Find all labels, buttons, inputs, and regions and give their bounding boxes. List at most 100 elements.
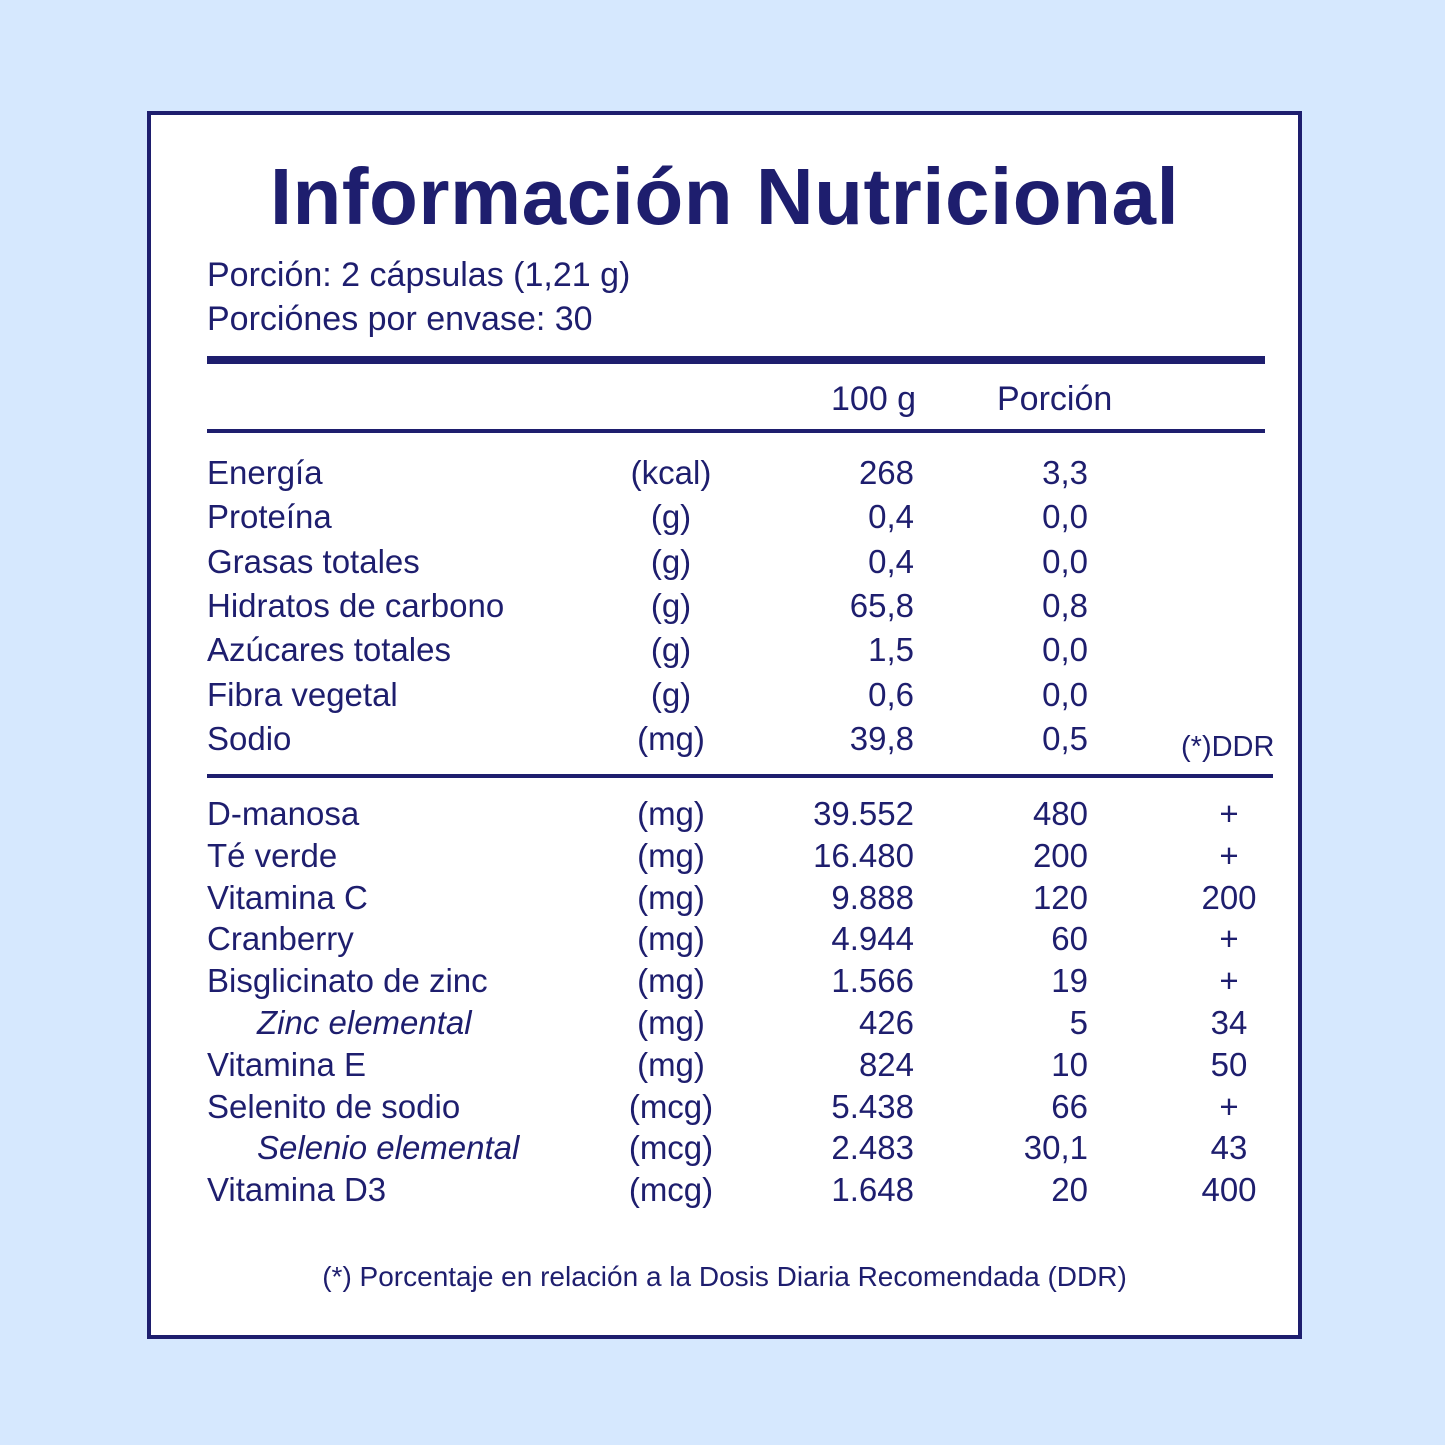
table-row: Vitamina E (mg) 824 10 50 — [151, 1046, 1298, 1090]
servings-per-container: Porciónes por envase: 30 — [207, 302, 593, 336]
ddr-cell: + — [1169, 837, 1289, 875]
per-portion-cell: 480 — [1033, 795, 1088, 833]
table-row: Selenio elemental (mcg) 2.483 30,1 43 — [151, 1129, 1298, 1173]
unit-cell: (mg) — [561, 795, 781, 833]
per-100g-cell: 0,4 — [868, 543, 914, 581]
ddr-cell: + — [1169, 962, 1289, 1000]
per-100g-cell: 0,4 — [868, 498, 914, 536]
per-100g-cell: 39.552 — [813, 795, 914, 833]
per-100g-cell: 0,6 — [868, 676, 914, 714]
per-portion-cell: 60 — [1051, 920, 1088, 958]
table-row: Vitamina D3 (mcg) 1.648 20 400 — [151, 1171, 1298, 1215]
unit-cell: (g) — [561, 676, 781, 714]
per-100g-cell: 16.480 — [813, 837, 914, 875]
table-row: Sodio (mg) 39,8 0,5 — [151, 720, 1298, 764]
table-row: Zinc elemental (mg) 426 5 34 — [151, 1004, 1298, 1048]
nutrient-name: Grasas totales — [207, 543, 420, 581]
per-portion-cell: 0,0 — [1042, 676, 1088, 714]
unit-cell: (g) — [561, 498, 781, 536]
unit-cell: (g) — [561, 543, 781, 581]
per-100g-cell: 39,8 — [850, 720, 914, 758]
ddr-cell: 400 — [1169, 1171, 1289, 1209]
per-100g-cell: 426 — [859, 1004, 914, 1042]
per-100g-cell: 824 — [859, 1046, 914, 1084]
table-row: Fibra vegetal (g) 0,6 0,0 — [151, 676, 1298, 720]
nutrient-name: Sodio — [207, 720, 291, 758]
ddr-cell: + — [1169, 795, 1289, 833]
per-portion-cell: 10 — [1051, 1046, 1088, 1084]
header-divider — [207, 429, 1265, 433]
per-portion-cell: 200 — [1033, 837, 1088, 875]
unit-cell: (mg) — [561, 837, 781, 875]
per-portion-cell: 66 — [1051, 1088, 1088, 1126]
table-row: Bisglicinato de zinc (mg) 1.566 19 + — [151, 962, 1298, 1006]
per-100g-cell: 9.888 — [831, 879, 914, 917]
per-portion-cell: 0,0 — [1042, 631, 1088, 669]
unit-cell: (mg) — [561, 720, 781, 758]
ddr-cell: + — [1169, 920, 1289, 958]
unit-cell: (kcal) — [561, 454, 781, 492]
header-per-portion: Porción — [997, 380, 1112, 419]
section-divider — [207, 774, 1273, 778]
serving-size: Porción: 2 cápsulas (1,21 g) — [207, 258, 630, 292]
nutrient-name: Zinc elemental — [257, 1004, 472, 1042]
nutrient-name: Fibra vegetal — [207, 676, 398, 714]
per-portion-cell: 0,8 — [1042, 587, 1088, 625]
nutrient-name: Té verde — [207, 837, 337, 875]
table-row: Hidratos de carbono (g) 65,8 0,8 — [151, 587, 1298, 631]
per-portion-cell: 3,3 — [1042, 454, 1088, 492]
per-100g-cell: 2.483 — [831, 1129, 914, 1167]
table-row: Vitamina C (mg) 9.888 120 200 — [151, 879, 1298, 923]
table-row: D-manosa (mg) 39.552 480 + — [151, 795, 1298, 839]
nutrient-name: Proteína — [207, 498, 332, 536]
nutrition-label: Información Nutricional Porción: 2 cápsu… — [147, 111, 1302, 1339]
per-100g-cell: 1.566 — [831, 962, 914, 1000]
unit-cell: (g) — [561, 631, 781, 669]
per-100g-cell: 1.648 — [831, 1171, 914, 1209]
nutrient-name: Hidratos de carbono — [207, 587, 504, 625]
table-row: Té verde (mg) 16.480 200 + — [151, 837, 1298, 881]
nutrient-name: Vitamina E — [207, 1046, 366, 1084]
per-portion-cell: 20 — [1051, 1171, 1088, 1209]
unit-cell: (mg) — [561, 1004, 781, 1042]
unit-cell: (mg) — [561, 879, 781, 917]
unit-cell: (mcg) — [561, 1129, 781, 1167]
per-portion-cell: 19 — [1051, 962, 1088, 1000]
per-100g-cell: 5.438 — [831, 1088, 914, 1126]
table-row: Energía (kcal) 268 3,3 — [151, 454, 1298, 498]
nutrient-name: Selenio elemental — [257, 1129, 519, 1167]
ddr-cell: 34 — [1169, 1004, 1289, 1042]
nutrient-name: Cranberry — [207, 920, 354, 958]
table-row: Grasas totales (g) 0,4 0,0 — [151, 543, 1298, 587]
unit-cell: (mcg) — [561, 1088, 781, 1126]
nutrient-name: Vitamina D3 — [207, 1171, 386, 1209]
ddr-cell: 50 — [1169, 1046, 1289, 1084]
table-row: Selenito de sodio (mcg) 5.438 66 + — [151, 1088, 1298, 1132]
per-portion-cell: 5 — [1070, 1004, 1088, 1042]
per-portion-cell: 0,0 — [1042, 498, 1088, 536]
thick-divider — [207, 356, 1265, 364]
per-portion-cell: 30,1 — [1024, 1129, 1088, 1167]
unit-cell: (mg) — [561, 1046, 781, 1084]
ddr-cell: 43 — [1169, 1129, 1289, 1167]
table-row: Proteína (g) 0,4 0,0 — [151, 498, 1298, 542]
ddr-cell: + — [1169, 1088, 1289, 1126]
header-per-100g: 100 g — [831, 380, 916, 419]
header-ddr: (*)DDR — [1181, 731, 1274, 764]
unit-cell: (g) — [561, 587, 781, 625]
unit-cell: (mg) — [561, 962, 781, 1000]
nutrient-name: Energía — [207, 454, 323, 492]
ddr-cell: 200 — [1169, 879, 1289, 917]
footnote: (*) Porcentaje en relación a la Dosis Di… — [151, 1261, 1298, 1293]
unit-cell: (mcg) — [561, 1171, 781, 1209]
per-portion-cell: 0,0 — [1042, 543, 1088, 581]
table-row: Cranberry (mg) 4.944 60 + — [151, 920, 1298, 964]
nutrient-name: Azúcares totales — [207, 631, 451, 669]
per-100g-cell: 1,5 — [868, 631, 914, 669]
nutrient-name: Vitamina C — [207, 879, 368, 917]
nutrient-name: D-manosa — [207, 795, 359, 833]
per-100g-cell: 268 — [859, 454, 914, 492]
per-100g-cell: 65,8 — [850, 587, 914, 625]
per-portion-cell: 120 — [1033, 879, 1088, 917]
label-title: Información Nutricional — [151, 151, 1298, 243]
